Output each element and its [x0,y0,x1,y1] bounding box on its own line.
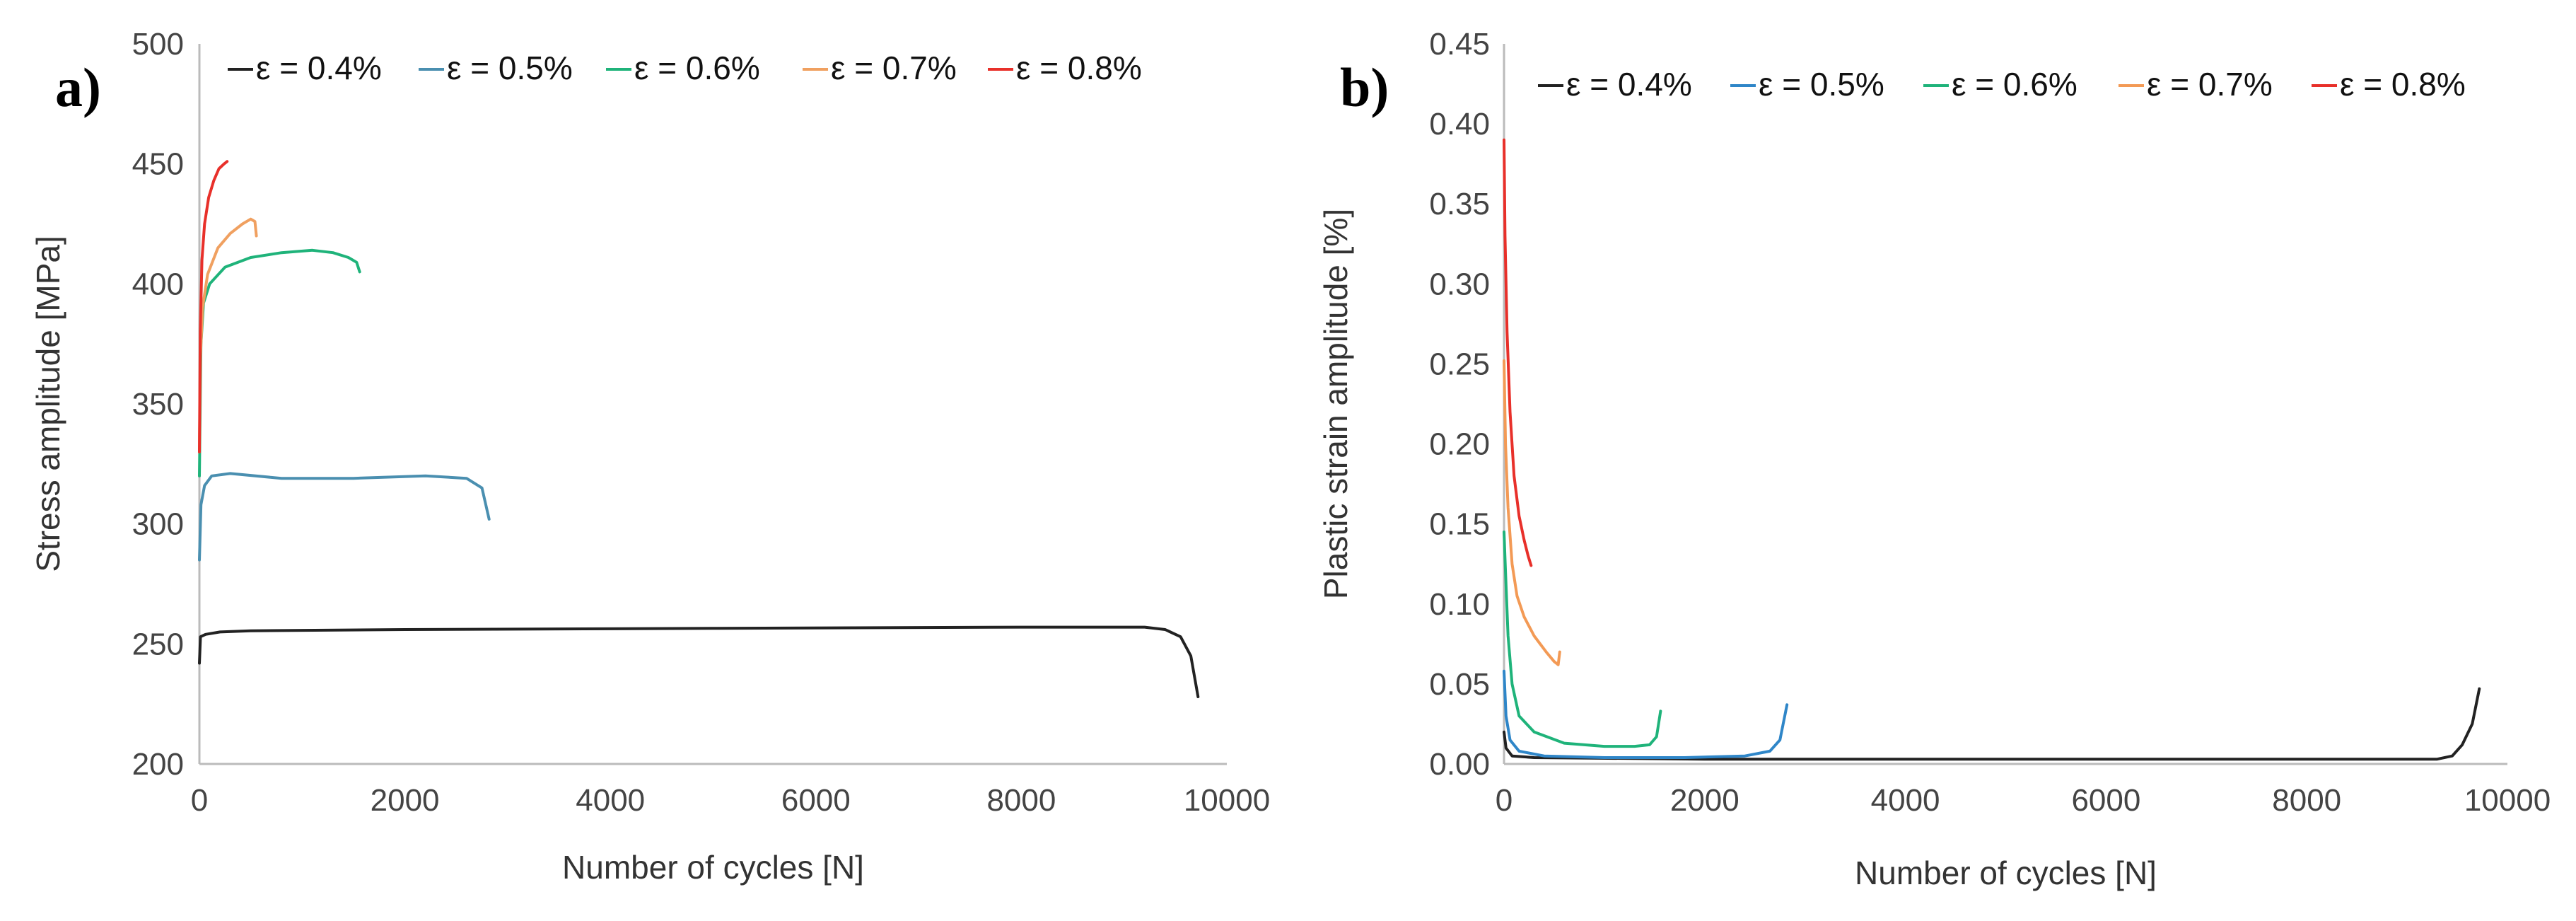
panel-a-y-tick-label: 350 [132,387,184,422]
panel-b-y-tick-label: 0.30 [1429,267,1490,301]
panel-a-x-tick-label: 2000 [371,783,440,818]
panel-b-legend-entry: ε = 0.6% [1952,66,2077,103]
panel-b-series-4-line [1503,359,1561,666]
panel-b-x-axis-title: Number of cycles [N] [1855,855,2157,891]
panel-a-legend-entry: ε = 0.8% [1016,50,1142,86]
panel-a-legend-entry: ε = 0.6% [634,50,760,86]
panel-b-legend-entry: ε = 0.7% [2147,66,2273,103]
panel-a-series-1-line [198,625,1200,698]
panel-a-legend-entry: ε = 0.5% [447,50,573,86]
panel-a-y-tick-label: 200 [132,747,184,782]
panel-a-x-tick-label: 8000 [986,783,1056,818]
panel-b-x-tick-label: 6000 [2071,783,2140,818]
panel-a-y-tick-label: 300 [132,507,184,542]
panel-b-y-axis-title: Plastic strain amplitude [%] [1317,209,1354,599]
panel-b-y-tick-label: 0.10 [1429,587,1490,622]
panel-b-series-5-line [1503,138,1533,567]
panel-b-legend-entry: ε = 0.4% [1566,66,1692,103]
panel-b-y-tick-label: 0.15 [1429,507,1490,542]
panel-a-x-tick-label: 4000 [576,783,645,818]
panel-b-label: b) [1340,57,1389,118]
panel-a-legend-entry: ε = 0.4% [256,50,382,86]
panel-a-chart: 200 250 300 350 400 450 500 0 2000 4000 6000 8000 10… [30,27,1270,886]
panel-b-x-tick-label: 8000 [2272,783,2341,818]
panel-a-x-tick-label: 6000 [781,783,851,818]
panel-b-series-1-line [1503,687,2481,761]
panel-a-x-tick-label: 10000 [1184,783,1270,818]
panel-b-x-tick-label: 10000 [2464,783,2551,818]
panel-b-x-tick-label: 4000 [1871,783,1940,818]
panel-a-y-axis-title: Stress amplitude [MPa] [30,236,66,572]
panel-a-legend-entry: ε = 0.7% [831,50,957,86]
panel-a-y-tick-label: 400 [132,267,184,301]
panel-b-y-tick-label: 0.00 [1429,747,1490,782]
panel-a-label: a) [55,57,101,118]
panel-a-y-tick-label: 250 [132,627,184,661]
panel-b-y-tick-label: 0.35 [1429,187,1490,221]
panel-a-series-4-line [198,217,258,453]
panel-b-legend-entry: ε = 0.8% [2340,66,2466,103]
panel-b-chart: 0.00 0.05 0.10 0.15 0.20 0.25 0.30 0.35 0.40 0.45… [1317,27,2551,891]
panel-a-y-tick-label: 500 [132,27,184,62]
panel-b-y-tick-label: 0.45 [1429,27,1490,62]
panel-a-series-2-line [198,472,491,562]
panel-a-x-axis-title: Number of cycles [N] [562,849,864,886]
panel-b-x-tick-label: 2000 [1670,783,1739,818]
panel-b-x-tick-label: 0 [1496,783,1513,818]
panel-b-legend-entry: ε = 0.5% [1759,66,1884,103]
panel-a-series-5-line [198,160,229,453]
panel-b-series-3-line [1503,531,1662,748]
panel-b-y-tick-label: 0.25 [1429,347,1490,381]
panel-b-y-tick-label: 0.20 [1429,427,1490,462]
panel-b-y-tick-label: 0.05 [1429,667,1490,702]
panel-b-series-2-line [1503,669,1789,759]
panel-a-series-3-line [198,248,361,477]
panel-a-x-tick-label: 0 [191,783,208,818]
panel-a-y-tick-label: 450 [132,147,184,182]
panel-b-y-tick-label: 0.40 [1429,107,1490,141]
